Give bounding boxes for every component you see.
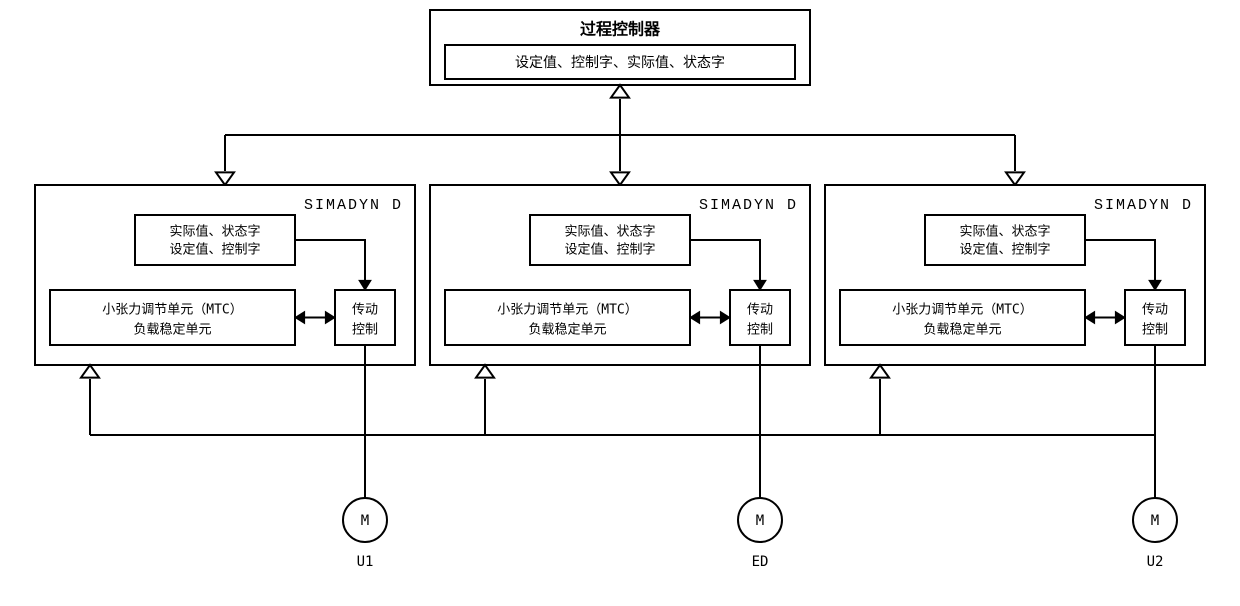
svg-text:传动: 传动 xyxy=(1142,303,1168,318)
top-bus xyxy=(216,85,1024,185)
system-diagram: 过程控制器设定值、控制字、实际值、状态字SIMADYN D实际值、状态字设定值、… xyxy=(0,0,1240,606)
simadyn-unit-2: SIMADYN D 实际值、状态字设定值、控制字小张力调节单元（MTC） 负载稳定单… xyxy=(825,185,1205,365)
svg-text:传动: 传动 xyxy=(747,303,773,318)
svg-text:设定值、控制字、实际值、状态字: 设定值、控制字、实际值、状态字 xyxy=(515,55,725,71)
svg-text:M: M xyxy=(756,513,764,529)
svg-text:负载稳定单元: 负载稳定单元 xyxy=(923,322,1001,338)
svg-text:实际值、状态字: 实际值、状态字 xyxy=(959,224,1050,240)
inter-bus xyxy=(81,345,1155,498)
process-controller: 过程控制器设定值、控制字、实际值、状态字 xyxy=(430,10,810,85)
svg-text:SIMADYN D: SIMADYN D xyxy=(304,197,403,214)
svg-text:U2: U2 xyxy=(1147,554,1164,570)
svg-text:小张力调节单元（MTC）: 小张力调节单元（MTC） xyxy=(102,303,242,318)
svg-text:SIMADYN D: SIMADYN D xyxy=(699,197,798,214)
svg-text:设定值、控制字: 设定值、控制字 xyxy=(169,242,260,258)
svg-text:负载稳定单元: 负载稳定单元 xyxy=(133,322,211,338)
svg-text:控制: 控制 xyxy=(352,323,378,338)
svg-text:过程控制器: 过程控制器 xyxy=(580,20,661,39)
svg-text:传动: 传动 xyxy=(352,303,378,318)
svg-text:负载稳定单元: 负载稳定单元 xyxy=(528,322,606,338)
simadyn-unit-0: SIMADYN D 实际值、状态字设定值、控制字小张力调节单元（MTC） 负载稳定单… xyxy=(35,185,415,365)
svg-text:M: M xyxy=(361,513,369,529)
svg-text:小张力调节单元（MTC）: 小张力调节单元（MTC） xyxy=(892,303,1032,318)
svg-text:实际值、状态字: 实际值、状态字 xyxy=(564,224,655,240)
motor-U2: M U2 xyxy=(1133,498,1177,570)
motor-ED: M ED xyxy=(738,498,782,570)
motor-U1: M U1 xyxy=(343,498,387,570)
simadyn-unit-1: SIMADYN D 实际值、状态字设定值、控制字小张力调节单元（MTC） 负载稳定单… xyxy=(430,185,810,365)
svg-text:控制: 控制 xyxy=(1142,323,1168,338)
svg-text:实际值、状态字: 实际值、状态字 xyxy=(169,224,260,240)
svg-text:M: M xyxy=(1151,513,1159,529)
svg-text:ED: ED xyxy=(752,554,769,570)
svg-text:设定值、控制字: 设定值、控制字 xyxy=(564,242,655,258)
svg-text:小张力调节单元（MTC）: 小张力调节单元（MTC） xyxy=(497,303,637,318)
svg-text:设定值、控制字: 设定值、控制字 xyxy=(959,242,1050,258)
svg-text:SIMADYN D: SIMADYN D xyxy=(1094,197,1193,214)
svg-text:U1: U1 xyxy=(357,554,374,570)
svg-text:控制: 控制 xyxy=(747,323,773,338)
